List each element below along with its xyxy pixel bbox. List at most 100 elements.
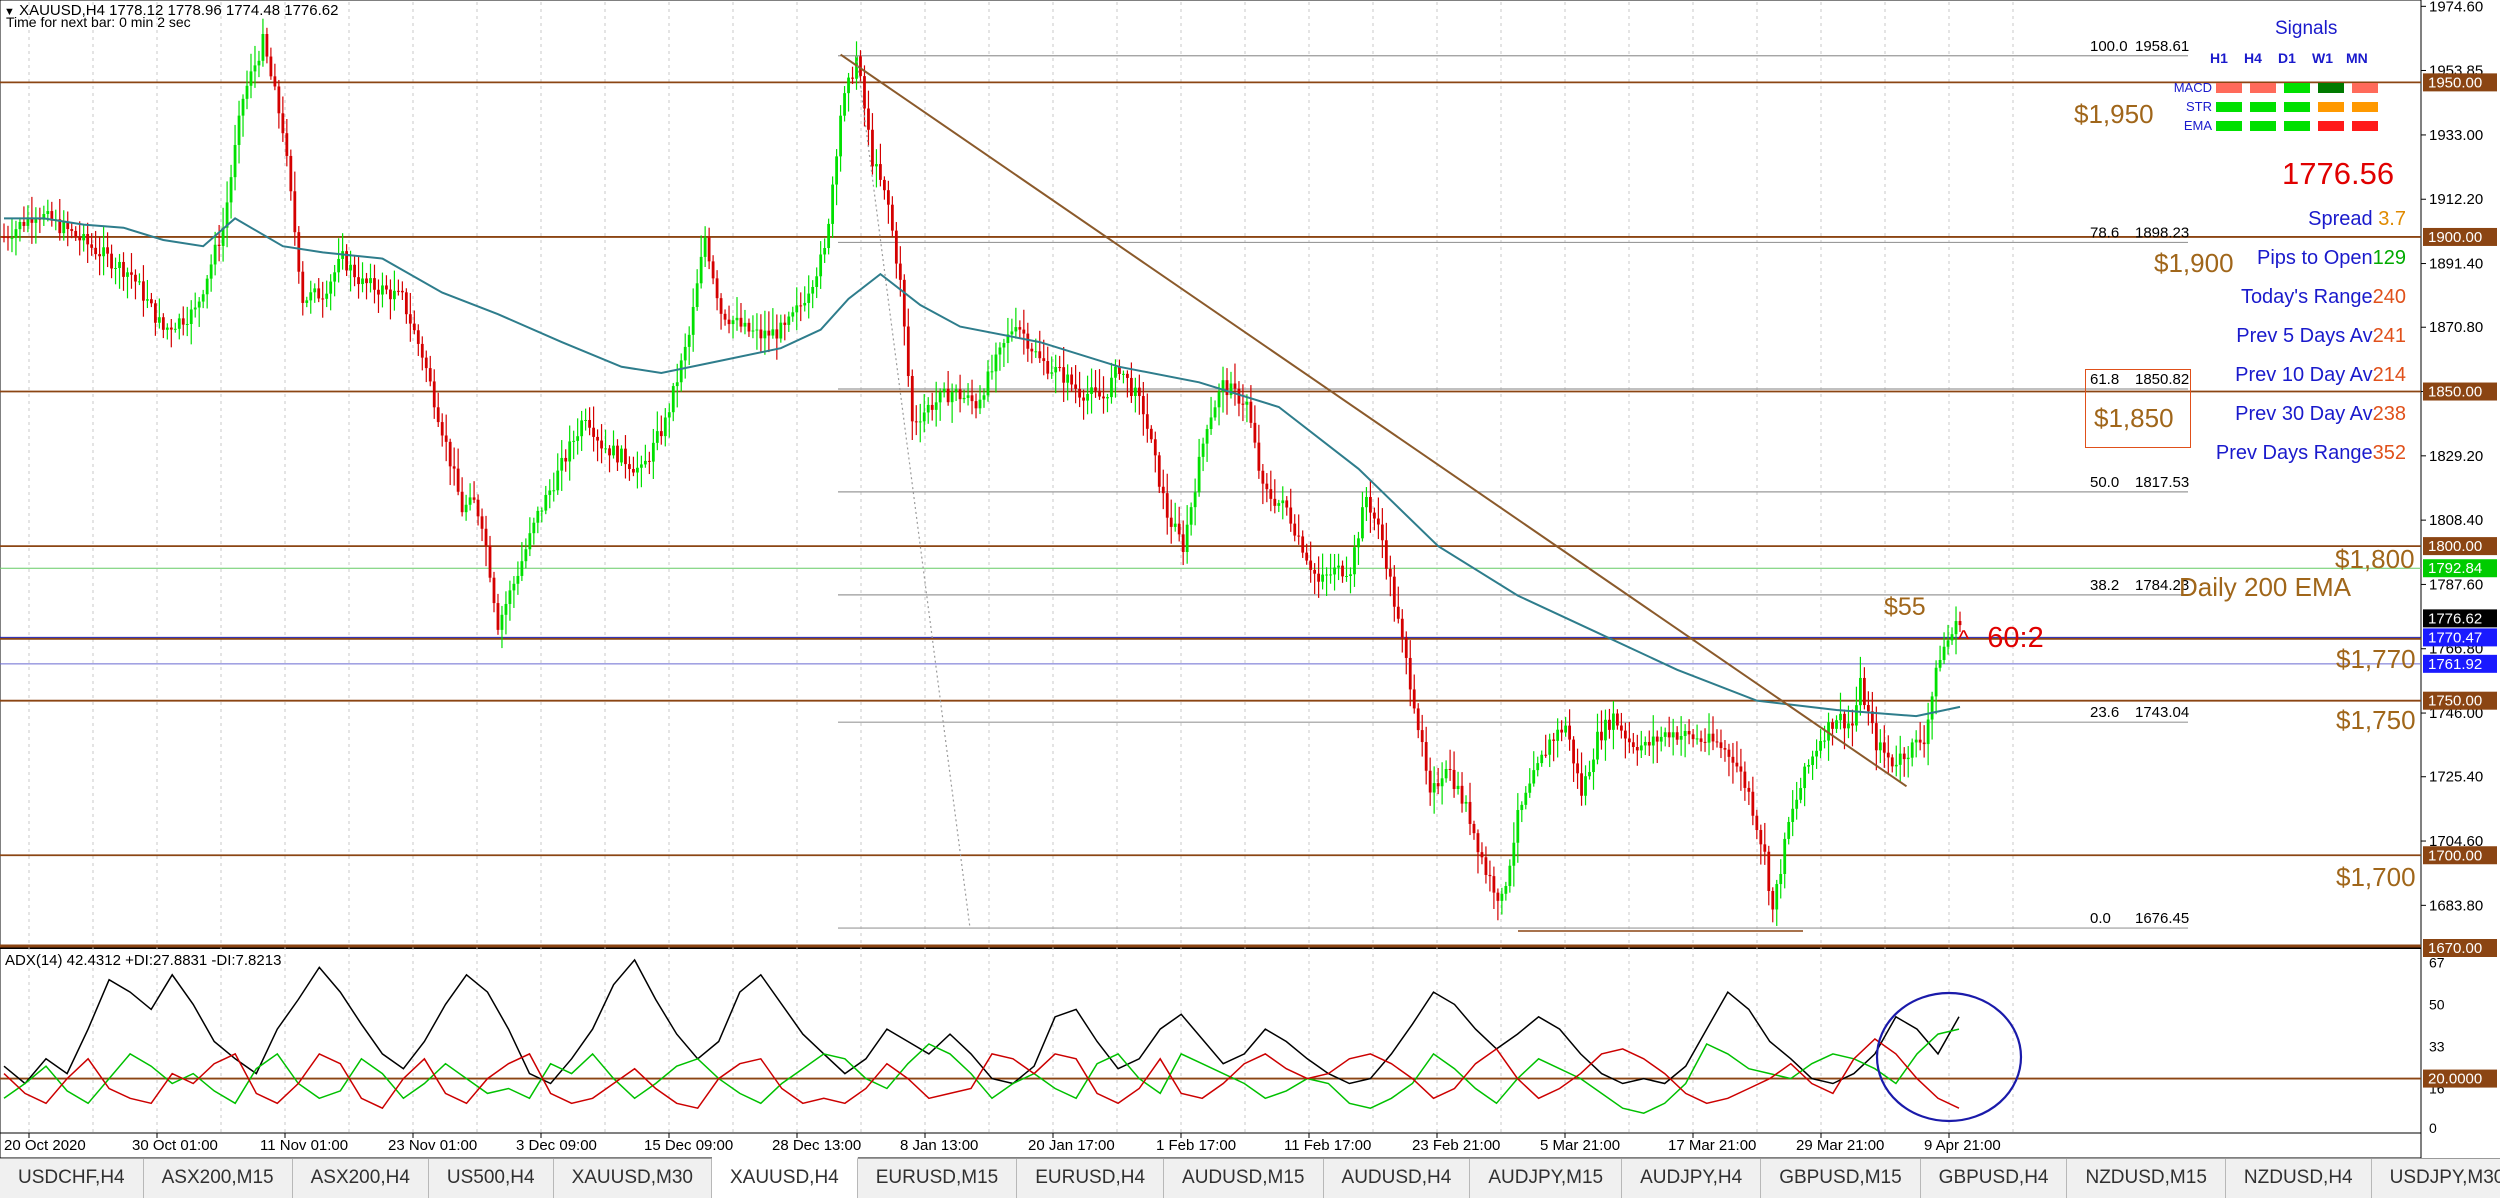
stat-row: Prev Days Range352 bbox=[2216, 442, 2406, 465]
chart-tab-asx200-m15[interactable]: ASX200,M15 bbox=[144, 1159, 293, 1198]
candle bbox=[193, 292, 197, 318]
price-tag: 1770.47 bbox=[2423, 628, 2497, 647]
candle bbox=[875, 149, 878, 188]
signal-cell bbox=[2318, 121, 2344, 131]
time-tick-label: 11 Nov 01:00 bbox=[260, 1137, 348, 1154]
candle bbox=[1488, 860, 1492, 892]
chart-tab-audusd-m15[interactable]: AUDUSD,M15 bbox=[1164, 1159, 1324, 1198]
candle bbox=[297, 226, 301, 284]
candle bbox=[1683, 724, 1687, 758]
svg-text:1950.00: 1950.00 bbox=[2428, 74, 2482, 91]
candle bbox=[655, 411, 659, 451]
candle bbox=[1193, 478, 1197, 526]
candle bbox=[1635, 734, 1639, 766]
chart-tab-audjpy-m15[interactable]: AUDJPY,M15 bbox=[1470, 1159, 1623, 1198]
candle bbox=[552, 472, 556, 502]
chart-tab-xauusd-m30[interactable]: XAUUSD,M30 bbox=[554, 1159, 712, 1198]
candle bbox=[1643, 736, 1647, 756]
stat-value: 352 bbox=[2372, 442, 2406, 464]
candle bbox=[636, 451, 639, 489]
chart-tab-usdchf-h4[interactable]: USDCHF,H4 bbox=[0, 1159, 144, 1198]
chart-tab-nzdusd-h4[interactable]: NZDUSD,H4 bbox=[2226, 1159, 2372, 1198]
stat-label: Prev 5 Days Av bbox=[2236, 325, 2373, 347]
candle bbox=[1623, 722, 1627, 759]
candle bbox=[1257, 424, 1261, 479]
candle bbox=[1783, 832, 1787, 889]
stat-value: 241 bbox=[2372, 325, 2406, 347]
candle bbox=[751, 315, 755, 339]
candle bbox=[711, 255, 715, 285]
candle bbox=[998, 342, 1002, 371]
candle bbox=[1484, 846, 1488, 884]
candle bbox=[369, 263, 372, 293]
adx-series-adx bbox=[3, 958, 1960, 1085]
candle bbox=[1476, 829, 1480, 874]
candle bbox=[1524, 786, 1528, 810]
candle bbox=[1353, 534, 1356, 587]
candle bbox=[986, 360, 990, 402]
chart-tab-audjpy-h4[interactable]: AUDJPY,H4 bbox=[1622, 1159, 1762, 1198]
candle bbox=[1512, 822, 1516, 887]
price-tick-label: 1704.60 bbox=[2429, 833, 2483, 850]
candle bbox=[564, 449, 568, 472]
candle bbox=[544, 485, 548, 515]
candle bbox=[1349, 567, 1352, 594]
candle bbox=[1054, 354, 1058, 394]
candle bbox=[1807, 759, 1811, 774]
candle bbox=[106, 232, 109, 268]
candle bbox=[98, 236, 102, 276]
chart-tab-eurusd-m15[interactable]: EURUSD,M15 bbox=[858, 1159, 1018, 1198]
candle bbox=[910, 369, 914, 441]
chart-tab-audusd-h4[interactable]: AUDUSD,H4 bbox=[1324, 1159, 1471, 1198]
chart-tab-eurusd-h4[interactable]: EURUSD,H4 bbox=[1017, 1159, 1165, 1198]
label-ratio: ^ 60:2 bbox=[1958, 622, 2044, 655]
candle bbox=[1289, 488, 1293, 532]
candle bbox=[886, 180, 890, 224]
candle bbox=[1799, 777, 1803, 804]
candle bbox=[1878, 729, 1882, 763]
symbol-header: ▼ XAUUSD,H4 1778.12 1778.96 1774.48 1776… bbox=[4, 2, 338, 19]
candle bbox=[1090, 368, 1093, 414]
chart-tab-nzdusd-m15[interactable]: NZDUSD,M15 bbox=[2067, 1159, 2226, 1198]
chart-tab-xauusd-h4[interactable]: XAUUSD,H4 bbox=[711, 1157, 858, 1198]
candle bbox=[1189, 502, 1193, 536]
time-tick-label: 20 Oct 2020 bbox=[4, 1137, 86, 1154]
candle bbox=[1739, 748, 1743, 791]
candle bbox=[169, 318, 173, 348]
fib-price-label: 1850.82 bbox=[2135, 371, 2189, 388]
candle bbox=[1651, 715, 1655, 764]
chart-tab-us500-h4[interactable]: US500,H4 bbox=[429, 1159, 554, 1198]
candle bbox=[1735, 741, 1739, 773]
price-tick-label: 1891.40 bbox=[2429, 256, 2483, 273]
candle bbox=[938, 388, 942, 421]
candle bbox=[1026, 322, 1030, 362]
candle bbox=[783, 314, 787, 341]
candle bbox=[767, 311, 771, 353]
chart-tab-asx200-h4[interactable]: ASX200,H4 bbox=[293, 1159, 429, 1198]
candle bbox=[548, 479, 552, 509]
candle bbox=[695, 269, 699, 311]
candle bbox=[400, 281, 404, 300]
trendline[interactable] bbox=[840, 53, 1908, 788]
chart-tab-gbpusd-m15[interactable]: GBPUSD,M15 bbox=[1761, 1159, 1921, 1198]
candle bbox=[66, 211, 70, 247]
collapse-triangle-icon[interactable]: ▼ bbox=[4, 6, 15, 18]
candle bbox=[1811, 750, 1814, 780]
candle bbox=[735, 297, 739, 331]
chart-tab-gbpusd-h4[interactable]: GBPUSD,H4 bbox=[1921, 1159, 2068, 1198]
candle bbox=[576, 418, 580, 455]
candle bbox=[333, 264, 337, 297]
candle bbox=[1357, 531, 1360, 565]
candle bbox=[1596, 713, 1599, 765]
caret-icon: ^ bbox=[1958, 626, 1970, 653]
candle bbox=[464, 494, 468, 521]
candle bbox=[1835, 715, 1838, 734]
candle bbox=[962, 389, 966, 404]
stat-label: Today's Range bbox=[2240, 286, 2373, 308]
candle bbox=[508, 580, 512, 621]
candle bbox=[118, 253, 121, 289]
candle bbox=[1153, 431, 1157, 473]
chart-tab-usdjpy-m30[interactable]: USDJPY,M30 bbox=[2372, 1159, 2500, 1198]
